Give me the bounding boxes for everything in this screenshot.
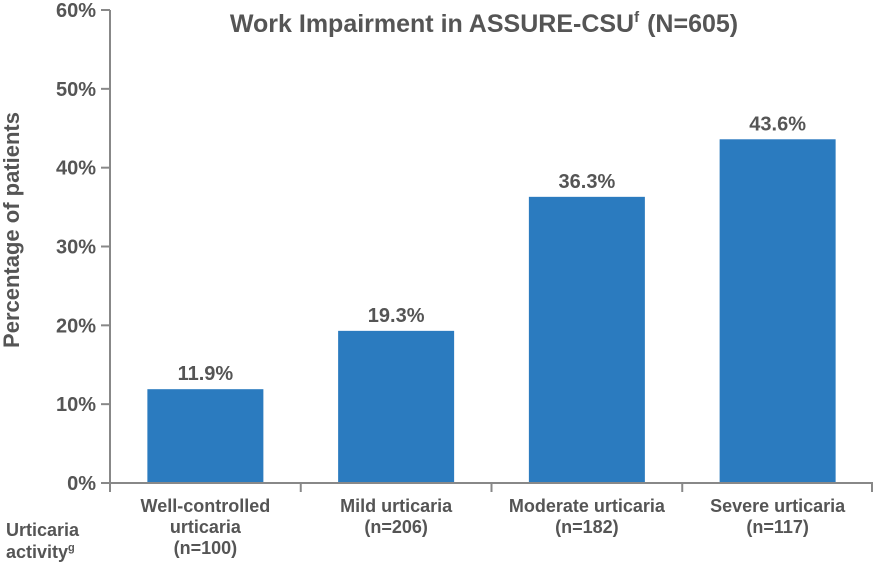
urticaria-activity-label: Urticaria [6,520,80,540]
row-label-line2: activity [6,542,68,562]
row-label-superscript: g [68,542,75,554]
x-tick-label: (n=182) [555,517,619,537]
chart-title-suffix: (N=605) [647,10,738,38]
y-tick-label: 40% [56,158,96,180]
x-tick-label: Moderate urticaria [509,496,666,516]
bars: 11.9% 19.3% 36.3% 43.6% [147,113,836,483]
x-tick-label: Well-controlled [141,496,271,516]
chart-title-main: Work Impairment in ASSURE-CSU [230,10,634,38]
chart-title-superscript: f [634,9,640,26]
y-tick-label: 20% [56,315,96,337]
bar [338,330,455,483]
x-tick-label: Severe urticaria [710,496,846,516]
x-tick-label: (n=100) [174,538,238,558]
x-tick-label: (n=206) [364,517,428,537]
y-tick-label: 0% [67,473,96,495]
bar [147,389,264,483]
y-tick-label: 30% [56,237,96,259]
data-label: 11.9% [178,363,234,385]
urticaria-activity-label-line2: activityg [6,542,75,562]
data-label: 19.3% [368,305,425,327]
x-tick-label: Mild urticaria [340,496,453,516]
bar [719,139,836,483]
y-tick-label: 10% [56,394,96,416]
y-axis: 0% 10% 20% 30% 40% 50% 60% [56,0,111,495]
y-axis-label: Percentage of patients [0,112,24,348]
x-tick-label: urticaria [170,517,242,537]
bar [528,196,645,483]
x-tick-label: (n=117) [746,517,809,537]
data-label: 36.3% [559,171,616,193]
chart-title: Work Impairment in ASSURE-CSUf (N=605) [230,9,738,38]
y-tick-label: 50% [56,79,96,101]
data-label: 43.6% [749,113,806,135]
y-tick-label: 60% [56,0,96,22]
row-label-line1: Urticaria [6,520,80,540]
